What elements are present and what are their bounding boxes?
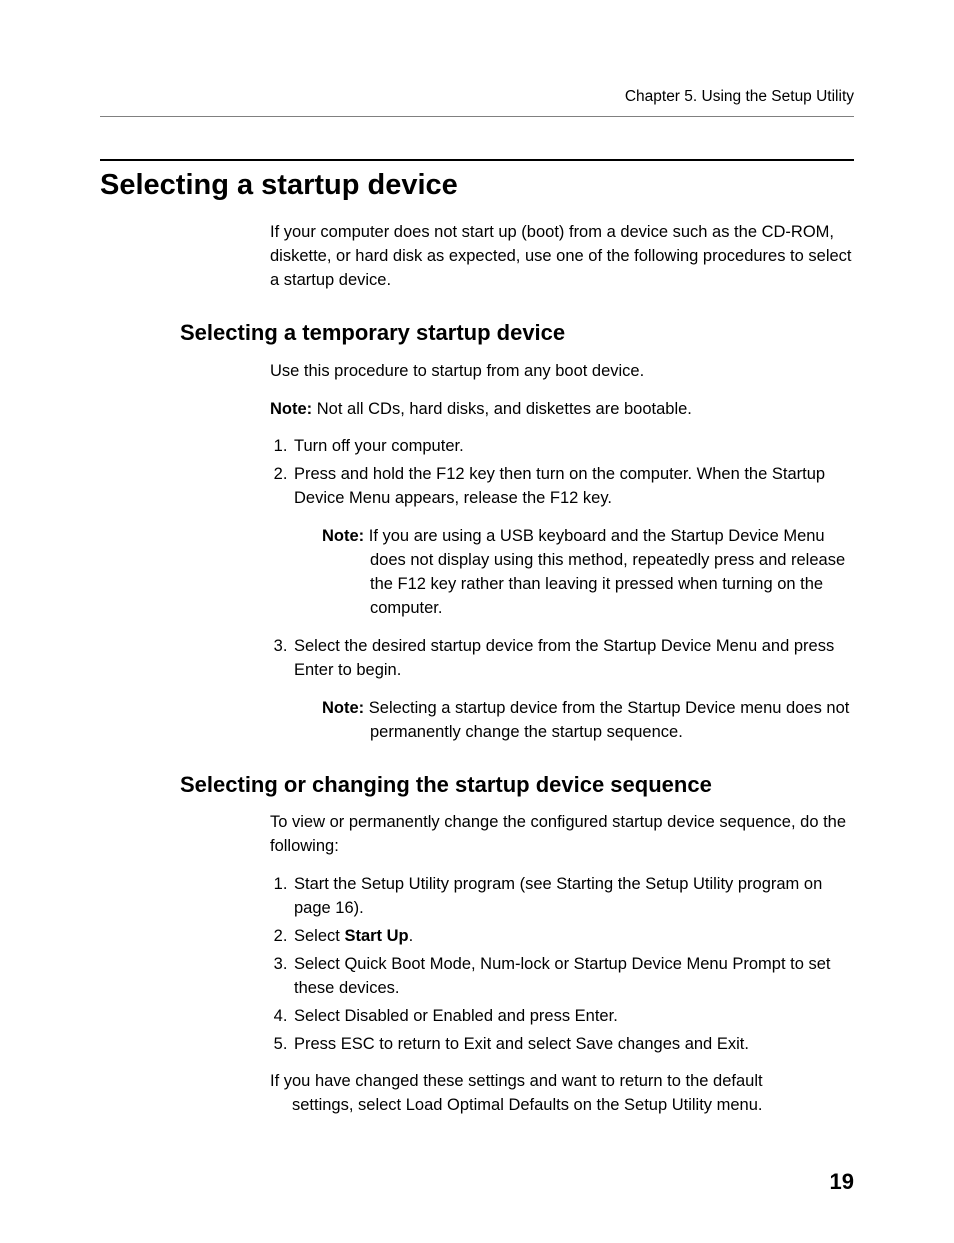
list-item: Select the desired startup device from t… — [292, 635, 854, 745]
intro-paragraph: If your computer does not start up (boot… — [270, 221, 854, 293]
subsection-heading: Selecting or changing the startup device… — [180, 771, 854, 800]
ordered-steps: Start the Setup Utility program (see Sta… — [270, 873, 854, 1056]
list-item: Press and hold the F12 key then turn on … — [292, 463, 854, 621]
list-item: Select Disabled or Enabled and press Ent… — [292, 1005, 854, 1029]
note-text: If you are using a USB keyboard and the … — [364, 527, 845, 617]
closing-line: If you have changed these settings and w… — [270, 1072, 763, 1090]
note-label: Note: — [322, 699, 364, 717]
nested-note: Note: If you are using a USB keyboard an… — [322, 525, 854, 621]
header-divider — [100, 116, 854, 117]
list-item: Press ESC to return to Exit and select S… — [292, 1033, 854, 1057]
note-label: Note: — [322, 527, 364, 545]
list-item: Start the Setup Utility program (see Sta… — [292, 873, 854, 921]
chapter-header: Chapter 5. Using the Setup Utility — [100, 88, 854, 106]
body-text: To view or permanently change the config… — [270, 811, 854, 859]
step-text-bold: Start Up — [344, 927, 408, 945]
subsection-heading: Selecting a temporary startup device — [180, 319, 854, 348]
body-text: Use this procedure to startup from any b… — [270, 360, 854, 384]
list-item: Turn off your computer. — [292, 435, 854, 459]
note-line: Note: Not all CDs, hard disks, and diske… — [270, 398, 854, 422]
list-item: Select Start Up. — [292, 925, 854, 949]
step-text: Select the desired startup device from t… — [294, 637, 834, 679]
list-item: Select Quick Boot Mode, Num-lock or Star… — [292, 953, 854, 1001]
subsection-body: Use this procedure to startup from any b… — [270, 360, 854, 745]
closing-paragraph: If you have changed these settings and w… — [270, 1070, 854, 1118]
note-text: Not all CDs, hard disks, and diskettes a… — [312, 400, 692, 418]
document-page: Chapter 5. Using the Setup Utility Selec… — [0, 0, 954, 1243]
ordered-steps: Turn off your computer. Press and hold t… — [270, 435, 854, 744]
note-text: Selecting a startup device from the Star… — [364, 699, 849, 741]
body-text: If your computer does not start up (boot… — [270, 221, 854, 293]
step-text-pre: Select — [294, 927, 344, 945]
note-label: Note: — [270, 400, 312, 418]
step-text-post: . — [409, 927, 414, 945]
step-text: Press and hold the F12 key then turn on … — [294, 465, 825, 507]
nested-note: Note: Selecting a startup device from th… — [322, 697, 854, 745]
page-number: 19 — [830, 1169, 854, 1195]
closing-line: settings, select Load Optimal Defaults o… — [292, 1094, 854, 1118]
subsection-body: To view or permanently change the config… — [270, 811, 854, 1118]
section-divider — [100, 159, 854, 161]
page-title: Selecting a startup device — [100, 167, 854, 203]
